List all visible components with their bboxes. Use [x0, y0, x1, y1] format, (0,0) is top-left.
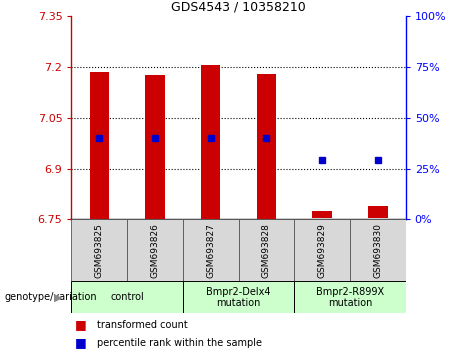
Bar — [71, 281, 183, 313]
Text: GSM693826: GSM693826 — [150, 223, 160, 278]
Text: percentile rank within the sample: percentile rank within the sample — [96, 338, 261, 348]
Text: genotype/variation: genotype/variation — [5, 292, 97, 302]
Bar — [145, 75, 165, 219]
Text: ■: ■ — [75, 336, 87, 349]
Text: Bmpr2-Delx4
mutation: Bmpr2-Delx4 mutation — [207, 286, 271, 308]
Text: transformed count: transformed count — [96, 320, 187, 330]
Bar — [238, 219, 294, 281]
Text: ■: ■ — [75, 318, 87, 331]
Text: ▶: ▶ — [54, 292, 63, 302]
Text: GSM693829: GSM693829 — [318, 223, 327, 278]
Bar — [294, 219, 350, 281]
Bar — [368, 206, 388, 218]
Bar — [257, 74, 276, 219]
Bar — [127, 219, 183, 281]
Text: GSM693830: GSM693830 — [373, 223, 382, 278]
Bar — [201, 65, 220, 219]
Title: GDS4543 / 10358210: GDS4543 / 10358210 — [171, 0, 306, 13]
Bar — [294, 281, 406, 313]
Text: GSM693828: GSM693828 — [262, 223, 271, 278]
Text: control: control — [110, 292, 144, 302]
Bar — [183, 219, 238, 281]
Bar — [71, 219, 127, 281]
Bar — [313, 211, 332, 218]
Text: GSM693827: GSM693827 — [206, 223, 215, 278]
Text: Bmpr2-R899X
mutation: Bmpr2-R899X mutation — [316, 286, 384, 308]
Bar — [183, 281, 294, 313]
Bar — [89, 72, 109, 219]
Bar — [350, 219, 406, 281]
Text: GSM693825: GSM693825 — [95, 223, 104, 278]
